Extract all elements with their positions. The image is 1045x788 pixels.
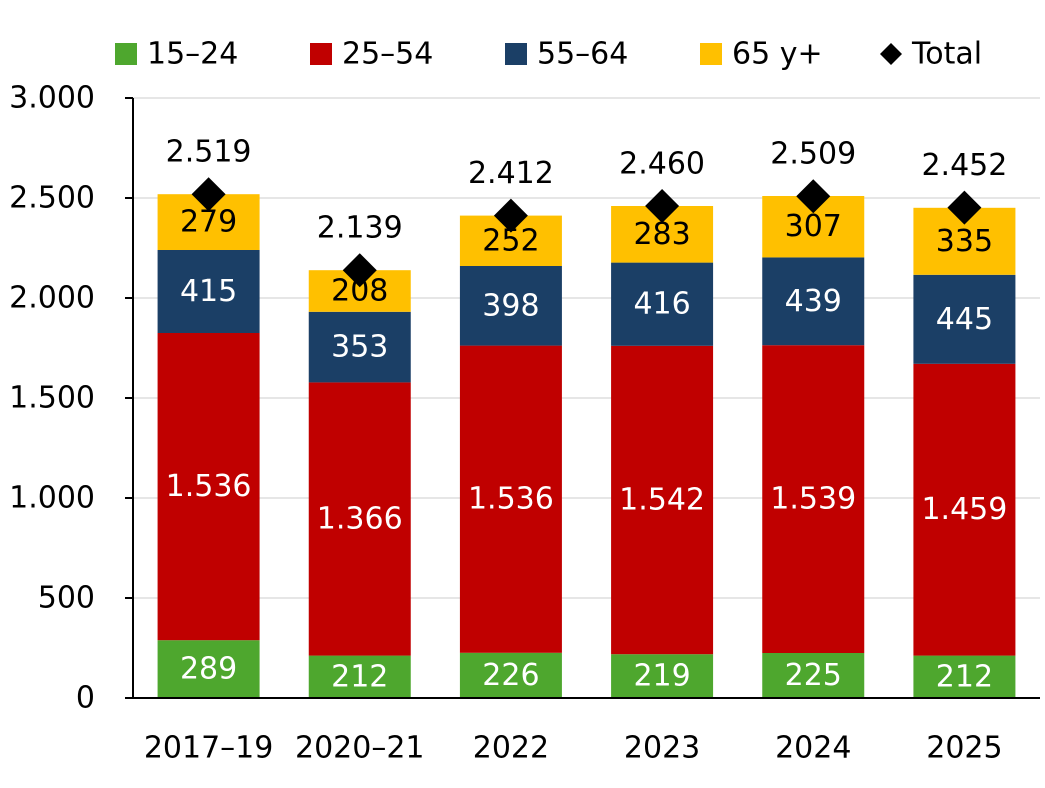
y-tick-label: 2.500 (9, 181, 95, 216)
bar-data-label: 1.366 (317, 502, 403, 537)
legend-label: 55–64 (537, 37, 628, 72)
total-data-label: 2.412 (468, 156, 554, 191)
bar-data-label: 415 (180, 274, 237, 309)
legend-swatch (505, 43, 527, 65)
bar-data-label: 212 (331, 659, 388, 694)
legend: 15–24 25–54 55–64 65 y+ Total (115, 37, 982, 72)
legend-swatch (115, 43, 137, 65)
y-tick-label: 1.500 (9, 381, 95, 416)
y-tick-label: 3.000 (9, 81, 95, 116)
bar-data-label: 212 (936, 659, 993, 694)
total-marker (796, 179, 831, 214)
total-marker (947, 190, 982, 225)
bar-segment (459, 652, 562, 698)
bar-data-label: 307 (785, 209, 842, 244)
legend-label: 25–54 (342, 37, 433, 72)
bar-segment (913, 363, 1016, 656)
total-markers: 2.519 2.139 2.412 2.460 2.509 2.452 (166, 135, 1007, 288)
total-data-label: 2.519 (166, 135, 252, 170)
y-tick-label: 500 (38, 581, 95, 616)
x-tick-label: 2024 (775, 731, 851, 766)
bar-segment (308, 311, 411, 383)
bar-segment (459, 345, 562, 653)
x-tick-label: 2020–21 (295, 731, 425, 766)
bar-segment (611, 654, 714, 698)
bar-data-label: 439 (785, 284, 842, 319)
legend-label: 15–24 (147, 37, 238, 72)
y-tick-label: 1.000 (9, 481, 95, 516)
total-data-label: 2.452 (921, 148, 1007, 183)
legend-swatch (700, 43, 722, 65)
bars (157, 194, 1016, 698)
bar-segment (157, 333, 260, 641)
bar-data-label: 1.539 (770, 482, 856, 517)
bar-data-label: 1.459 (921, 492, 1007, 527)
bar-data-label: 1.536 (166, 469, 252, 504)
bar-data-label: 1.536 (468, 482, 554, 517)
total-data-label: 2.460 (619, 147, 705, 182)
bar-segment (762, 345, 865, 653)
bar-data-label: 398 (482, 288, 539, 323)
bar-segment (459, 266, 562, 346)
y-tick-label: 2.000 (9, 281, 95, 316)
bar-data-label: 225 (785, 658, 842, 693)
total-data-label: 2.139 (317, 211, 403, 246)
bar-segment (308, 382, 411, 656)
bar-segment (913, 655, 1016, 698)
total-marker (191, 177, 226, 212)
bar-segment (762, 653, 865, 698)
bar-segment (308, 655, 411, 698)
bar-segment (762, 257, 865, 346)
x-tick-label: 2022 (473, 731, 549, 766)
bar-data-label: 219 (633, 659, 690, 694)
gridlines (133, 97, 1040, 599)
x-tick-label: 2017–19 (144, 731, 274, 766)
total-marker (342, 253, 377, 288)
bar-segment (913, 274, 1016, 364)
axes: 0 500 1.000 1.500 2.000 2.500 3.000 2017–19 2020… (9, 81, 1040, 766)
bar-segment (611, 262, 714, 346)
bar-segment (611, 345, 714, 655)
bar-data-label: 1.542 (619, 483, 705, 518)
legend-swatch (880, 43, 902, 65)
bar-data-label: 445 (936, 302, 993, 337)
total-marker (645, 189, 680, 223)
bar-data-label: 289 (180, 652, 237, 687)
bar-data-label: 335 (936, 224, 993, 259)
bar-segment (157, 640, 260, 698)
x-tick-label: 2025 (926, 731, 1002, 766)
legend-label: Total (911, 37, 982, 72)
total-data-label: 2.509 (770, 137, 856, 172)
bar-data-label: 353 (331, 330, 388, 365)
data-labels: 2891.5364152792121.3663532082261.5363982… (166, 205, 1008, 695)
total-marker (493, 198, 528, 233)
legend-swatch (310, 43, 332, 65)
bar-data-label: 416 (633, 287, 690, 322)
bar-data-label: 226 (482, 658, 539, 693)
bar-segment (157, 250, 260, 333)
x-tick-label: 2023 (624, 731, 700, 766)
y-tick-label: 0 (76, 681, 95, 716)
legend-label: 65 y+ (732, 37, 823, 72)
